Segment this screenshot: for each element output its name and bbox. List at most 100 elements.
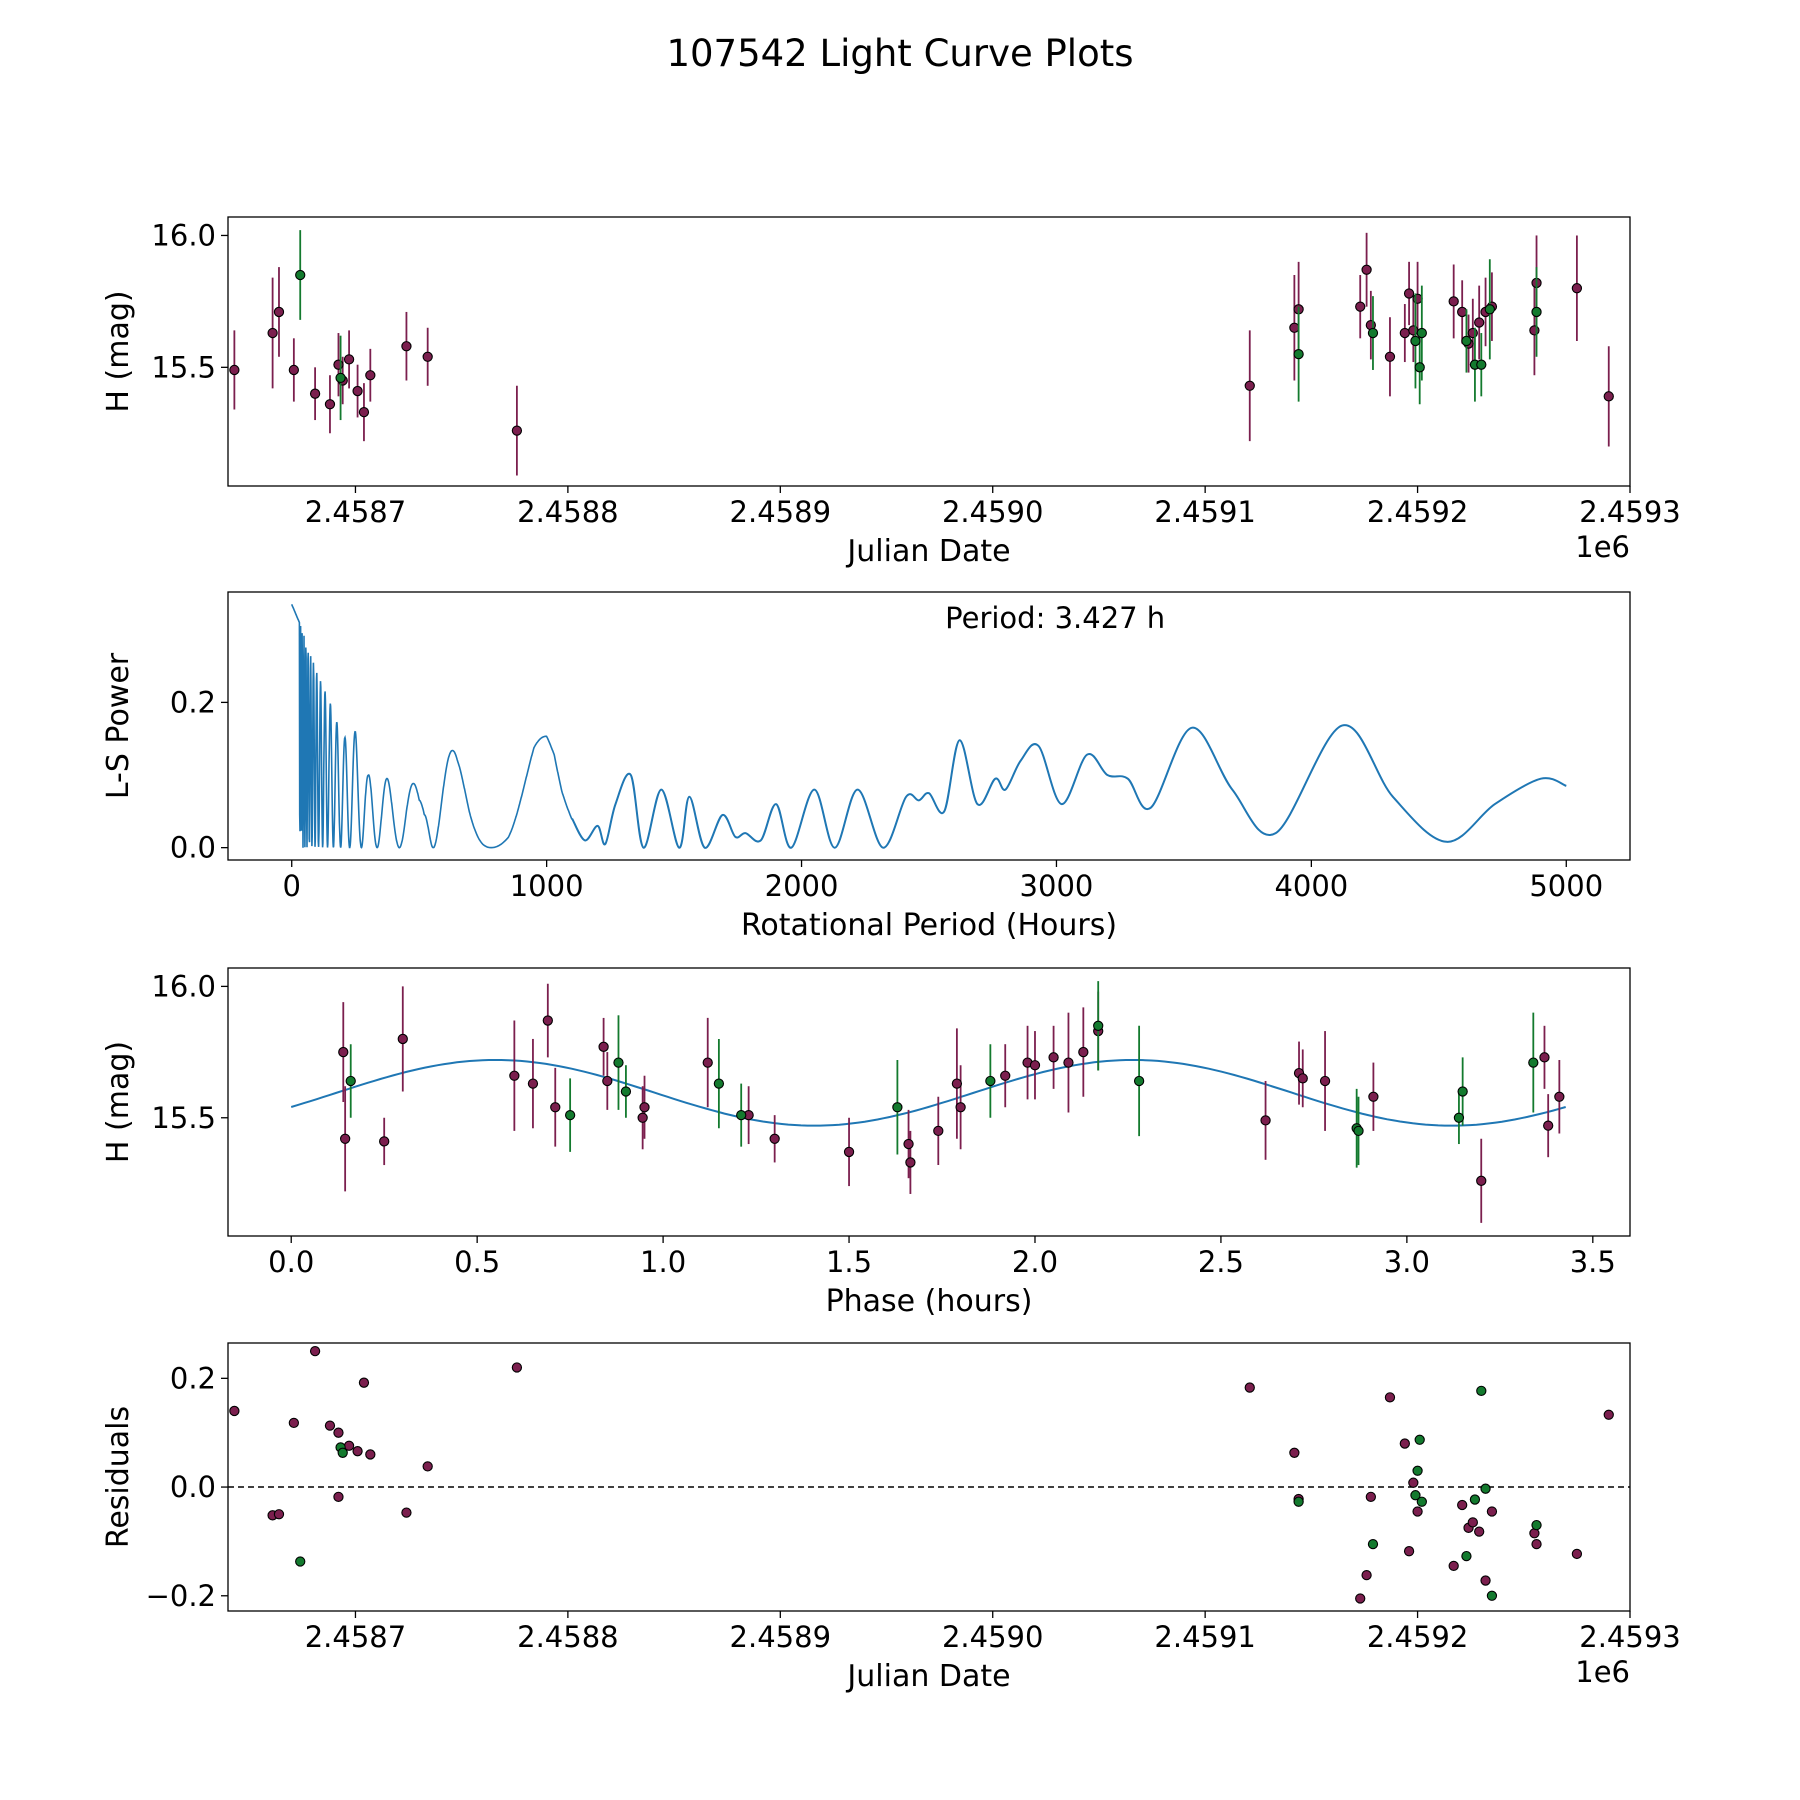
x-tick-label: 0.0 <box>268 1245 314 1279</box>
data-point <box>1529 325 1540 336</box>
y-axis-label: L-S Power <box>101 652 136 799</box>
y-tick-label: 16.0 <box>151 218 216 252</box>
y-tick-label: 0.0 <box>170 1470 216 1504</box>
x-tick-label: 1.0 <box>640 1245 686 1279</box>
data-point <box>1289 1447 1300 1458</box>
data-point <box>1293 348 1304 360</box>
data-point <box>358 407 370 418</box>
data-point <box>1480 1483 1491 1494</box>
data-point <box>1297 1073 1308 1084</box>
data-point <box>401 1507 412 1518</box>
data-point <box>1448 296 1459 307</box>
data-point <box>324 399 336 410</box>
data-point <box>1408 325 1419 336</box>
data-point <box>229 1405 240 1417</box>
data-point <box>339 1133 351 1144</box>
x-tick-label: 5000 <box>1529 869 1603 903</box>
data-point <box>843 1146 855 1158</box>
data-point <box>892 1102 903 1113</box>
y-tick-label: 0.2 <box>170 1361 216 1395</box>
x-tick-label: 2.4589 <box>730 1620 831 1654</box>
data-point <box>1365 1491 1376 1502</box>
data-point <box>338 1046 349 1058</box>
data-point <box>1410 335 1421 347</box>
fit-curve <box>290 1059 1566 1127</box>
data-point <box>1078 1046 1089 1058</box>
data-point <box>511 425 523 436</box>
data-point <box>309 388 321 399</box>
data-point <box>1531 1519 1542 1531</box>
data-point <box>1474 1526 1485 1537</box>
data-point <box>1367 327 1379 339</box>
data-point <box>1469 1494 1481 1505</box>
data-point <box>333 1491 344 1502</box>
data-point <box>509 1070 520 1081</box>
data-point <box>1353 1125 1364 1137</box>
panel-lightcurve: 2.4587 2.4588 2.4589 2.4590 2.4591 2.4592 2.45… <box>101 216 1681 569</box>
data-point <box>1461 335 1472 347</box>
data-point <box>951 1078 963 1089</box>
data-point <box>324 1420 336 1431</box>
data-point <box>542 1015 553 1026</box>
data-point <box>1093 1020 1104 1031</box>
figure-title: 107542 Light Curve Plots <box>666 32 1133 75</box>
data-point <box>1412 1465 1423 1476</box>
data-point <box>564 1109 576 1121</box>
y-tick-label: 15.5 <box>151 1101 216 1135</box>
data-point <box>1133 1075 1145 1087</box>
data-point <box>1486 1506 1498 1517</box>
x-tick-label: 2.4587 <box>305 1620 406 1654</box>
data-point <box>1260 1115 1271 1126</box>
data-point <box>1410 1490 1421 1501</box>
data-point <box>1603 1409 1614 1420</box>
data-point <box>401 341 412 352</box>
data-point <box>1543 1120 1554 1131</box>
periodogram-dense-line <box>290 604 573 849</box>
data-point <box>295 1556 306 1567</box>
data-point <box>1244 1382 1255 1393</box>
x-offset-label: 1e6 <box>1575 530 1630 564</box>
period-annotation: Period: 3.427 h <box>945 601 1165 635</box>
data-layer <box>228 1346 1630 1604</box>
y-axis-label: H (mag) <box>101 1041 136 1163</box>
data-point <box>1457 306 1468 318</box>
data-point <box>955 1102 966 1113</box>
data-point <box>637 1112 648 1123</box>
data-point <box>379 1136 390 1147</box>
data-point <box>1000 1070 1011 1081</box>
data-point <box>1486 1590 1498 1601</box>
data-point <box>345 1075 356 1087</box>
data-point <box>1414 362 1425 373</box>
data-point <box>1474 317 1485 328</box>
data-point <box>333 359 344 370</box>
data-point <box>352 385 363 397</box>
y-axis-label: H (mag) <box>101 290 136 412</box>
data-point <box>511 1362 523 1373</box>
data-point <box>1414 1434 1425 1445</box>
data-point <box>273 1509 285 1520</box>
data-point <box>713 1078 725 1089</box>
data-point <box>1467 327 1478 339</box>
data-point <box>985 1075 996 1087</box>
axes-frame <box>227 216 1631 487</box>
data-point <box>613 1057 624 1068</box>
data-point <box>335 372 346 384</box>
data-point <box>1403 288 1415 299</box>
y-axis-label: Residuals <box>101 1406 136 1548</box>
data-point <box>1403 1546 1415 1557</box>
data-point <box>1539 1052 1550 1063</box>
data-point <box>267 327 278 339</box>
data-point <box>288 364 300 376</box>
data-point <box>1603 391 1614 402</box>
series-green <box>295 230 1542 421</box>
data-point <box>365 1449 376 1460</box>
panel-phased: 0.0 0.5 1.0 1.5 2.0 2.5 3.0 3.5 15.5 16.0 Phase (h… <box>101 967 1631 1319</box>
x-tick-label: 2.4591 <box>1154 495 1255 529</box>
y-tick-label: 16.0 <box>151 969 216 1003</box>
data-point <box>1319 1075 1331 1087</box>
data-point <box>1480 1575 1491 1586</box>
data-point <box>273 306 285 318</box>
series-purple <box>338 983 1565 1223</box>
data-point <box>1412 293 1423 304</box>
data-point <box>1476 1385 1487 1396</box>
